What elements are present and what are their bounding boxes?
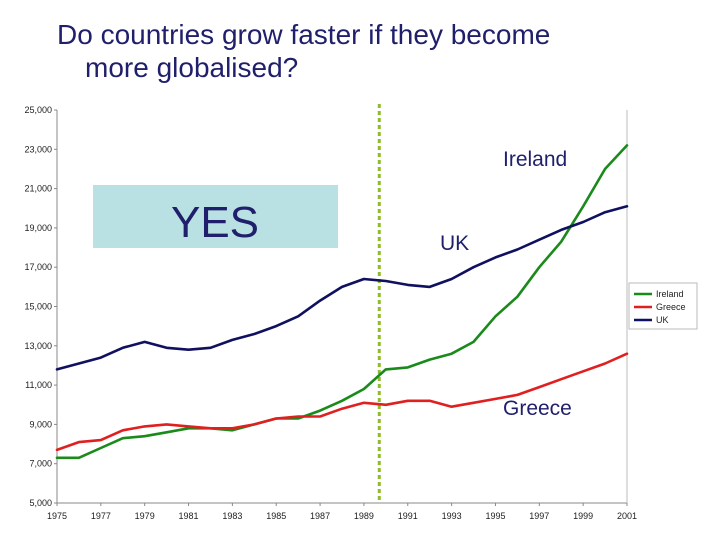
x-tick-label: 1991 <box>398 511 418 521</box>
legend-label-ireland: Ireland <box>656 289 684 299</box>
legend-box <box>628 282 698 330</box>
y-tick-label: 23,000 <box>24 144 52 154</box>
y-tick-label: 21,000 <box>24 184 52 194</box>
yes-label: YES <box>171 198 259 247</box>
x-tick-label: 1999 <box>573 511 593 521</box>
x-tick-label: 1997 <box>529 511 549 521</box>
legend: Ireland Greece UK <box>628 282 698 330</box>
x-tick-label: 1985 <box>266 511 286 521</box>
title-line-1: Do countries grow faster if they become <box>57 19 551 50</box>
x-tick-label: 1979 <box>135 511 155 521</box>
title-line-2: more globalised? <box>85 52 299 83</box>
y-tick-labels: 5,000 7,000 9,000 11,000 13,000 15,000 17,000 1… <box>24 105 57 508</box>
y-tick-label: 9,000 <box>29 419 52 429</box>
y-tick-label: 11,000 <box>25 380 52 390</box>
greece-annotation: Greece <box>503 397 572 420</box>
slide-title: Do countries grow faster if they become … <box>57 18 657 84</box>
x-tick-label: 1981 <box>179 511 199 521</box>
x-tick-label: 1989 <box>354 511 374 521</box>
x-tick-label: 1977 <box>91 511 111 521</box>
y-tick-label: 15,000 <box>24 302 52 312</box>
y-tick-label: 19,000 <box>24 223 52 233</box>
series-line-ireland <box>55 144 629 460</box>
x-tick-label: 1995 <box>485 511 505 521</box>
series-lines <box>55 144 629 460</box>
x-tick-label: 1975 <box>47 511 67 521</box>
legend-label-greece: Greece <box>656 302 686 312</box>
ireland-annotation: Ireland <box>503 148 567 171</box>
y-tick-label: 17,000 <box>24 262 52 272</box>
yes-box <box>93 185 338 248</box>
series-line-greece <box>55 352 629 452</box>
y-tick-label: 5,000 <box>29 498 52 508</box>
x-tick-label: 1987 <box>310 511 330 521</box>
x-tick-label: 2001 <box>617 511 637 521</box>
legend-label-uk: UK <box>656 315 669 325</box>
y-tick-label: 25,000 <box>24 105 52 115</box>
y-tick-label: 7,000 <box>29 459 52 469</box>
uk-annotation: UK <box>440 232 469 255</box>
x-tick-labels: 1975 1977 1979 1981 1983 1985 1987 1989 1991 1993… <box>47 503 637 521</box>
x-tick-label: 1983 <box>222 511 242 521</box>
y-tick-label: 13,000 <box>24 341 52 351</box>
x-tick-label: 1993 <box>442 511 462 521</box>
series-line-uk <box>55 205 629 371</box>
